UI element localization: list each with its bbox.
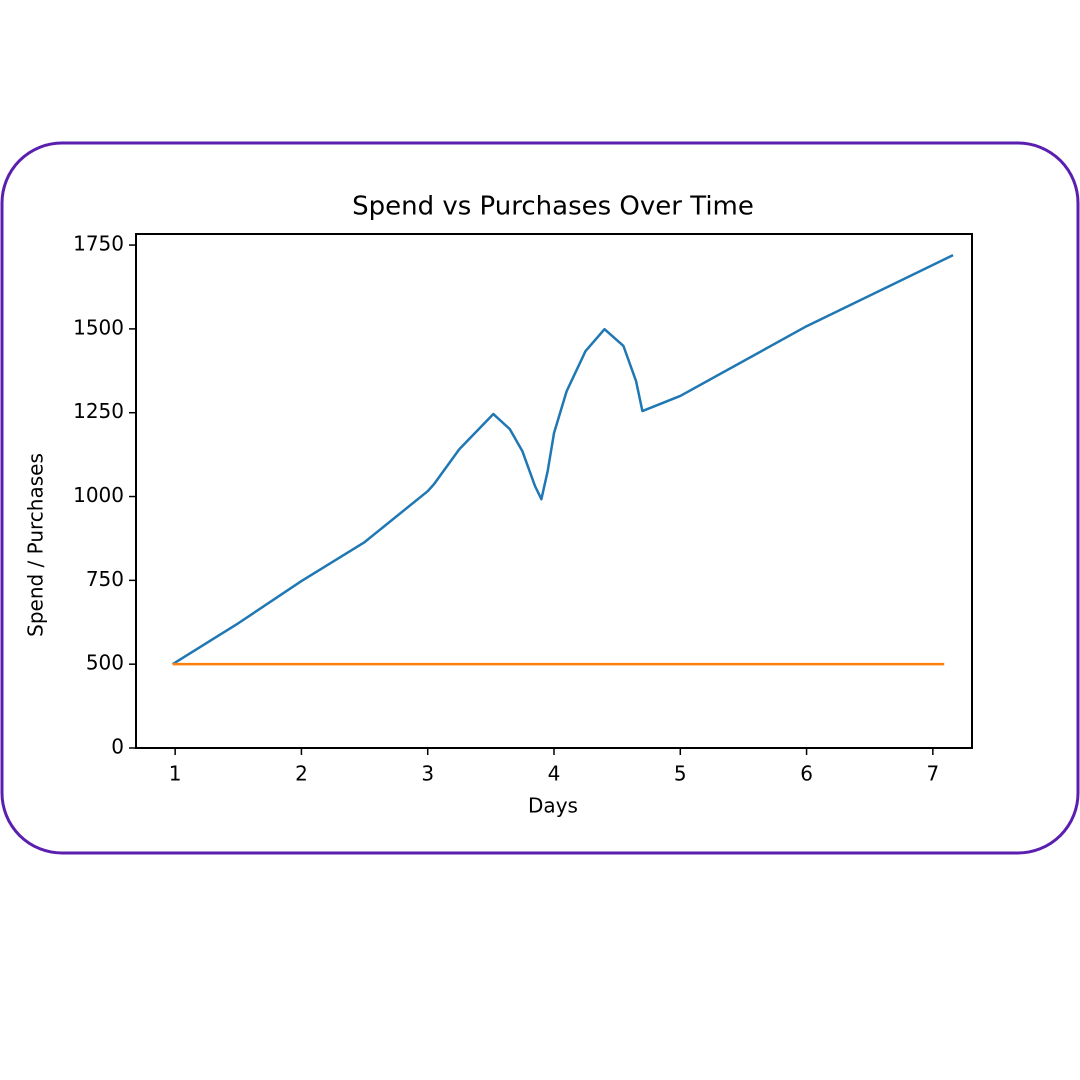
y-tick-label: 1750 xyxy=(73,232,124,256)
y-tick-label: 1500 xyxy=(73,315,124,339)
x-tick-label: 1 xyxy=(169,762,182,786)
y-tick-label: 1000 xyxy=(73,483,124,507)
y-tick-label: 0 xyxy=(111,735,124,759)
series-line xyxy=(171,253,954,666)
chart-title: Spend vs Purchases Over Time xyxy=(352,192,754,222)
y-tick-label: 750 xyxy=(86,567,124,591)
x-tick-label: 2 xyxy=(295,762,308,786)
x-axis-label: Days xyxy=(528,794,578,818)
y-axis-label: Spend / Purchases xyxy=(24,453,48,637)
y-tick-label: 500 xyxy=(86,651,124,675)
x-tick-label: 5 xyxy=(674,762,687,786)
x-tick-label: 4 xyxy=(548,762,561,786)
y-tick-label: 1250 xyxy=(73,399,124,423)
x-tick-label: 7 xyxy=(926,762,939,786)
x-tick-label: 3 xyxy=(421,762,434,786)
x-tick-label: 6 xyxy=(800,762,813,786)
